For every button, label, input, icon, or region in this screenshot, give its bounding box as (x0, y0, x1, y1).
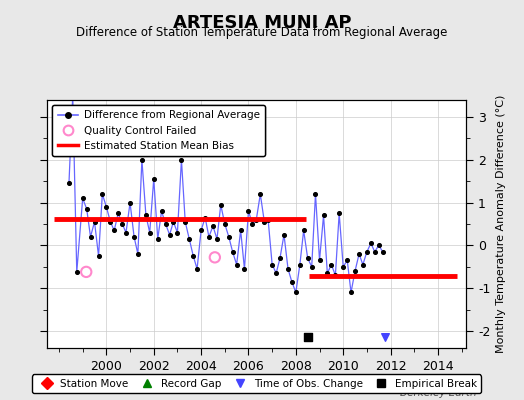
Point (280, 232, 288, 238)
Legend: Difference from Regional Average, Quality Control Failed, Estimated Station Mean: Difference from Regional Average, Qualit… (52, 105, 265, 156)
Point (343, 257, 352, 264)
Point (86, 234, 95, 240)
Legend: Station Move, Record Gap, Time of Obs. Change, Empirical Break: Station Move, Record Gap, Time of Obs. C… (32, 374, 481, 393)
Point (303, 255, 312, 262)
Point (272, 270, 280, 276)
Point (268, 262, 276, 268)
Point (189, 253, 198, 259)
Point (323, 270, 332, 276)
Point (260, 219, 268, 225)
Y-axis label: Monthly Temperature Anomaly Difference (°C): Monthly Temperature Anomaly Difference (… (496, 95, 506, 353)
Point (375, 242, 383, 248)
Point (358, 262, 367, 268)
Point (370, 248, 379, 255)
Point (177, 157, 185, 163)
Point (228, 248, 237, 255)
Point (209, 223, 217, 229)
Point (240, 266, 248, 272)
Point (72, 269, 81, 275)
Point (264, 216, 272, 223)
Point (106, 219, 115, 225)
Point (319, 212, 328, 219)
Point (141, 212, 150, 219)
Point (315, 257, 324, 264)
Point (114, 210, 123, 216)
Point (367, 240, 375, 246)
Point (335, 210, 343, 216)
Point (130, 234, 138, 240)
Point (122, 229, 130, 236)
Point (225, 234, 233, 240)
Point (380, 334, 389, 340)
Point (303, 334, 312, 340)
Point (236, 227, 245, 234)
Point (65, 180, 73, 186)
Text: Difference of Station Temperature Data from Regional Average: Difference of Station Temperature Data f… (77, 26, 447, 39)
Point (327, 262, 335, 268)
Point (292, 289, 300, 296)
Point (213, 236, 221, 242)
Point (181, 219, 190, 225)
Point (244, 208, 253, 214)
Point (118, 221, 126, 227)
Point (308, 264, 316, 270)
Point (157, 208, 166, 214)
Point (161, 221, 170, 227)
Point (98, 191, 106, 197)
Point (134, 251, 142, 257)
Point (201, 214, 209, 221)
Point (296, 262, 304, 268)
Point (221, 221, 229, 227)
Point (197, 227, 205, 234)
Point (205, 234, 213, 240)
Point (288, 278, 296, 285)
Point (94, 253, 103, 259)
Point (149, 176, 158, 182)
Point (146, 229, 154, 236)
Point (248, 221, 257, 227)
Point (166, 232, 174, 238)
Point (154, 236, 162, 242)
Point (82, 206, 91, 212)
Point (216, 202, 225, 208)
Point (185, 236, 193, 242)
Point (339, 264, 347, 270)
Point (331, 272, 340, 278)
Point (138, 157, 146, 163)
Point (299, 227, 308, 234)
Point (211, 254, 219, 260)
Point (284, 266, 292, 272)
Point (378, 248, 387, 255)
Point (276, 255, 284, 262)
Text: Berkeley Earth: Berkeley Earth (400, 388, 477, 398)
Point (79, 195, 87, 202)
Point (347, 289, 355, 296)
Point (126, 200, 134, 206)
Point (82, 269, 91, 275)
Point (311, 191, 320, 197)
Point (233, 262, 241, 268)
Point (355, 251, 363, 257)
Point (110, 227, 118, 234)
Point (90, 219, 99, 225)
Text: ARTESIA MUNI AP: ARTESIA MUNI AP (173, 14, 351, 32)
Point (69, 92, 77, 99)
Point (173, 229, 182, 236)
Point (102, 204, 111, 210)
Point (351, 268, 359, 274)
Point (169, 219, 178, 225)
Point (252, 216, 260, 223)
Point (363, 248, 371, 255)
Point (256, 191, 265, 197)
Point (193, 266, 201, 272)
